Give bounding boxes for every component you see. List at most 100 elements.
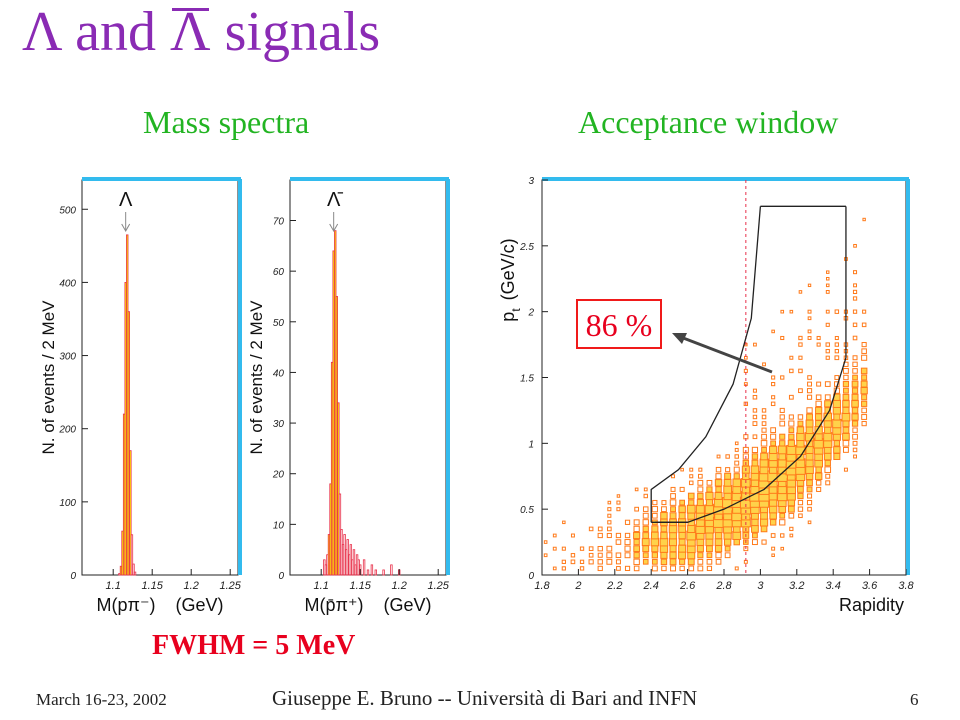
scatter-point [852,361,858,368]
scatter-point [833,413,841,421]
scatter-point [861,342,867,348]
scatter-point [616,494,621,498]
x-tick-label: 3.6 [862,580,878,592]
scatter-point [825,276,830,281]
scatter-point [762,362,766,367]
x-tick-label: 3.8 [898,580,914,592]
scatter-point [760,525,768,533]
y-tick-label: 0 [70,571,76,582]
scatter-point [806,394,813,400]
scatter-point [752,532,758,539]
histogram-bin [366,569,370,576]
scatter-point [815,466,822,473]
scatter-point [616,500,621,505]
scatter-point [771,546,776,551]
scatter-point [852,309,858,314]
x-tick-label: 2.6 [679,580,696,592]
scatter-point [780,309,785,314]
scatter-point [752,434,758,440]
scatter-point [723,478,732,487]
scatter-point [853,243,857,248]
scatter-point [852,335,858,341]
scatter-point [751,453,759,460]
scatter-point [787,505,795,513]
scatter-point [733,473,740,480]
scatter-point [588,552,594,558]
y-axis-label-symbol: p [498,312,518,322]
scatter-point [761,427,767,433]
scatter-point [760,440,768,447]
scatter-point [706,486,713,493]
scatter-point [807,283,812,288]
scatter-point [615,532,622,539]
scatter-point [624,539,631,546]
scatter-point [715,473,722,480]
scatter-point [633,531,641,540]
scatter-point [751,446,759,454]
scatter-point [815,400,822,407]
scatter-point [797,499,804,506]
x-axis-label: M(p̄π⁺) (GeV) [305,595,432,615]
scatter-point [615,552,622,559]
scatter-point [651,506,658,513]
scatter-point [805,419,814,428]
histogram-bin [337,402,340,576]
scatter-point [832,418,842,429]
x-tick-label: 1.2 [392,580,407,592]
histogram-bin [352,549,356,576]
scatter-point [697,552,704,559]
scatter-point [687,492,695,500]
scatter-point [678,538,686,546]
scatter-point [642,506,649,512]
scatter-point [852,440,858,446]
scatter-point [642,545,650,553]
x-tick-label: 1.25 [427,580,449,592]
scatter-point [679,499,685,506]
acceptance-window-right-edge [654,206,847,523]
scatter-point [688,565,695,572]
scatter-point [633,558,640,566]
acceptance-scatter-plot: 0 0.5 1 1.5 2 2.5 3 1.8 2 2.2 2.4 2.6 2.8 3 3.2 3.4 3.6 3… [498,176,915,615]
scatter-point [834,342,840,347]
scatter-point [597,552,603,558]
scatter-point [642,525,649,533]
scatter-point [769,445,778,455]
scatter-point [734,447,739,452]
scatter-point [651,565,658,572]
scatter-point [807,316,812,321]
scatter-point [807,309,812,314]
scatter-point [861,322,867,328]
scatter-point [668,538,678,547]
scatter-point [561,566,566,571]
scatter-point [661,565,667,572]
scatter-point [751,525,759,533]
y-tick-label: 3 [528,176,534,187]
scatter-point [807,375,812,380]
scatter-point [805,472,814,481]
scatter-point [679,565,685,572]
scatter-point [705,538,714,547]
scatter-point [670,493,676,499]
scatter-point [861,354,868,361]
scatter-point [852,433,858,440]
scatter-point [807,381,812,387]
scatter-point [852,296,858,301]
scatter-point [633,565,640,572]
scatter-point [789,368,794,374]
scatter-point [725,467,731,473]
scatter-point [706,479,713,486]
scatter-point [743,368,748,373]
subtitle-acceptance-window: Acceptance window [578,104,839,140]
scatter-point [706,552,713,559]
antilambda-mass-histogram: 0 10 20 30 40 50 60 70 1.1 1.15 1.2 1.25 M(p̄π⁺) (Ge… [247,177,450,615]
scatter-point [806,413,813,421]
x-tick-label: 2 [574,580,581,592]
y-tick-label: 70 [273,217,285,228]
scatter-point [696,545,704,553]
peak-arrow-head [121,223,131,233]
scatter-point [660,525,668,533]
scatter-point [624,552,631,559]
scatter-point [780,533,785,538]
scatter-point [752,388,757,393]
scatter-point [771,375,776,380]
